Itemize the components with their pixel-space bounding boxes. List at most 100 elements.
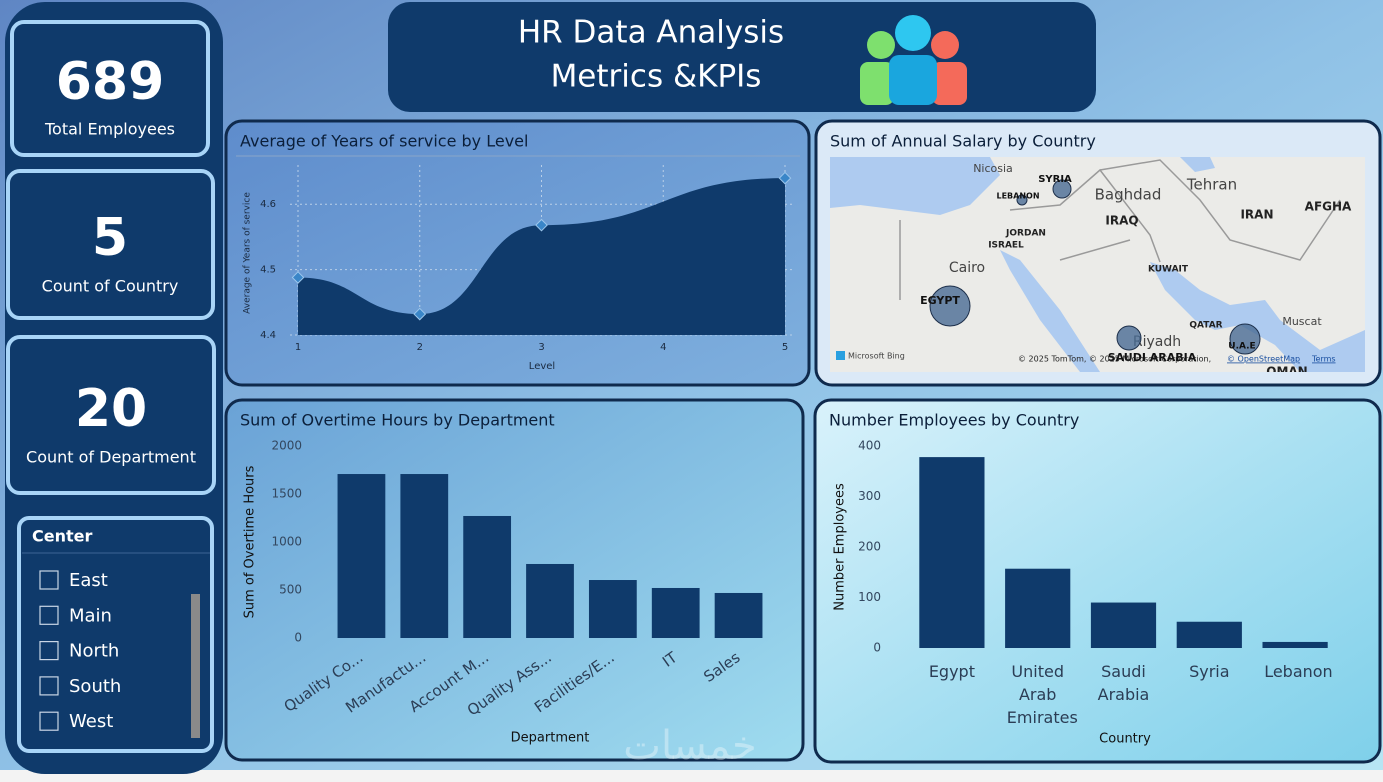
kpi-label: Count of Country xyxy=(42,277,179,296)
x-tick-label: 1 xyxy=(295,342,301,353)
bar xyxy=(588,580,637,638)
bar xyxy=(526,563,574,638)
slicer-item[interactable]: South xyxy=(69,676,121,697)
checkbox[interactable] xyxy=(39,605,59,625)
map: Nicosia Baghdad Tehran IRAQ IRAN AFGHA JORDAN I… xyxy=(830,157,1365,379)
y-tick-label: 1000 xyxy=(271,535,302,549)
bar xyxy=(651,587,700,638)
map-border xyxy=(899,159,1341,300)
map-water xyxy=(1150,262,1365,372)
slicer-item[interactable]: East xyxy=(69,570,108,591)
kpi-card xyxy=(10,20,210,157)
map-place: JORDAN xyxy=(1005,229,1046,239)
y-tick-label: 400 xyxy=(858,439,881,453)
bubble-label: LEBANON xyxy=(996,192,1039,201)
map-place: Muscat xyxy=(1282,315,1322,328)
x-tick-label: Egypt xyxy=(928,662,975,681)
bubble xyxy=(929,285,971,327)
map-water xyxy=(1180,157,1215,172)
map-place: IRAQ xyxy=(1105,214,1138,228)
marker xyxy=(413,307,427,321)
kpi-value: 5 xyxy=(92,208,128,268)
map-place: IRAN xyxy=(1240,208,1273,222)
x-tick-label: United Arab Emirates xyxy=(1006,662,1078,727)
y-tick-label: 2000 xyxy=(271,439,302,453)
checkbox[interactable] xyxy=(39,711,59,731)
checkbox[interactable] xyxy=(39,570,59,590)
chart-panel xyxy=(224,398,805,762)
map-water xyxy=(830,157,1000,215)
checkbox[interactable] xyxy=(39,676,59,696)
kpi-label: Count of Department xyxy=(26,448,196,467)
x-tick-label: Syria xyxy=(1189,662,1230,681)
bar xyxy=(463,515,512,638)
map-water xyxy=(1000,250,1100,372)
header-title: HR Data Analysis xyxy=(518,15,784,51)
x-tick-label-box: United Arab Emirates xyxy=(1006,662,1078,727)
x-tick-label: Lebanon xyxy=(1264,662,1333,681)
slicer-title: Center xyxy=(32,527,92,546)
slicer-item[interactable]: Main xyxy=(69,605,112,626)
bubble xyxy=(1229,323,1261,355)
map-place: QATAR xyxy=(1189,321,1222,331)
y-tick-label: 4.6 xyxy=(260,199,276,210)
map-place: Baghdad xyxy=(1095,186,1162,204)
bubble-label: SAUDI ARABIA xyxy=(1108,351,1197,364)
map-logo: Microsoft Bing xyxy=(848,352,905,361)
x-tick-label-box: Lebanon xyxy=(1264,662,1333,681)
map-place: Tehran xyxy=(1186,176,1237,194)
kpi-card xyxy=(6,335,216,495)
bar xyxy=(1005,568,1071,648)
y-tick-label: 300 xyxy=(858,489,881,503)
marker xyxy=(778,171,792,185)
map-place: Nicosia xyxy=(973,162,1013,175)
x-axis-title: Level xyxy=(529,361,555,372)
bar xyxy=(919,457,985,648)
logo-square xyxy=(836,351,845,360)
map-osm[interactable]: © OpenStreetMap xyxy=(1227,355,1300,364)
x-axis-title: Department xyxy=(511,731,590,746)
map-place: Cairo xyxy=(949,260,985,276)
bubble xyxy=(1052,179,1072,199)
chart-title: Number Employees by Country xyxy=(829,411,1079,430)
slicer-item[interactable]: West xyxy=(69,711,113,732)
y-tick-label: 100 xyxy=(858,590,881,604)
map-attribution: © 2025 TomTom, © 2025 Microsoft Corporat… xyxy=(1018,355,1211,364)
y-tick-label: 0 xyxy=(873,641,881,655)
slicer xyxy=(17,516,214,753)
bar xyxy=(1090,602,1157,648)
map-place: OMAN xyxy=(1266,365,1307,379)
kpi-card xyxy=(6,169,215,320)
chart-title: Sum of Overtime Hours by Department xyxy=(240,411,555,430)
map-terms[interactable]: Terms xyxy=(1311,355,1336,364)
x-tick-label: 3 xyxy=(538,342,544,353)
checkbox[interactable] xyxy=(39,640,59,661)
x-tick-label-box: Saudi Arabia xyxy=(1098,662,1150,704)
y-tick-label: 0 xyxy=(294,631,302,645)
x-axis-title: Country xyxy=(1099,732,1151,747)
y-tick-label: 4.5 xyxy=(260,265,276,276)
bubble-label: U.A.E xyxy=(1228,342,1255,352)
y-axis-title: Sum of Overtime Hours xyxy=(243,465,258,618)
bar xyxy=(714,592,763,638)
y-axis-title: Number Employees xyxy=(833,483,848,611)
y-tick-label: 200 xyxy=(858,540,881,554)
chart-title: Average of Years of service by Level xyxy=(240,132,528,151)
y-axis-title: Average of Years of service xyxy=(243,192,253,314)
x-tick-label-box: Egypt xyxy=(928,662,975,681)
kpi-value: 689 xyxy=(56,52,165,112)
bubble xyxy=(1116,325,1142,351)
map-place: KUWAIT xyxy=(1148,265,1189,275)
bar xyxy=(337,474,386,638)
slicer-item[interactable]: North xyxy=(69,641,119,662)
y-tick-label: 1500 xyxy=(271,487,302,501)
bar xyxy=(400,474,449,638)
y-tick-label: 500 xyxy=(279,583,302,597)
people-icon xyxy=(860,15,967,105)
header-title: Metrics &KPIs xyxy=(551,59,762,95)
kpi-value: 20 xyxy=(75,379,147,439)
bar xyxy=(1262,641,1328,648)
map-place: AFGHA xyxy=(1305,200,1352,214)
